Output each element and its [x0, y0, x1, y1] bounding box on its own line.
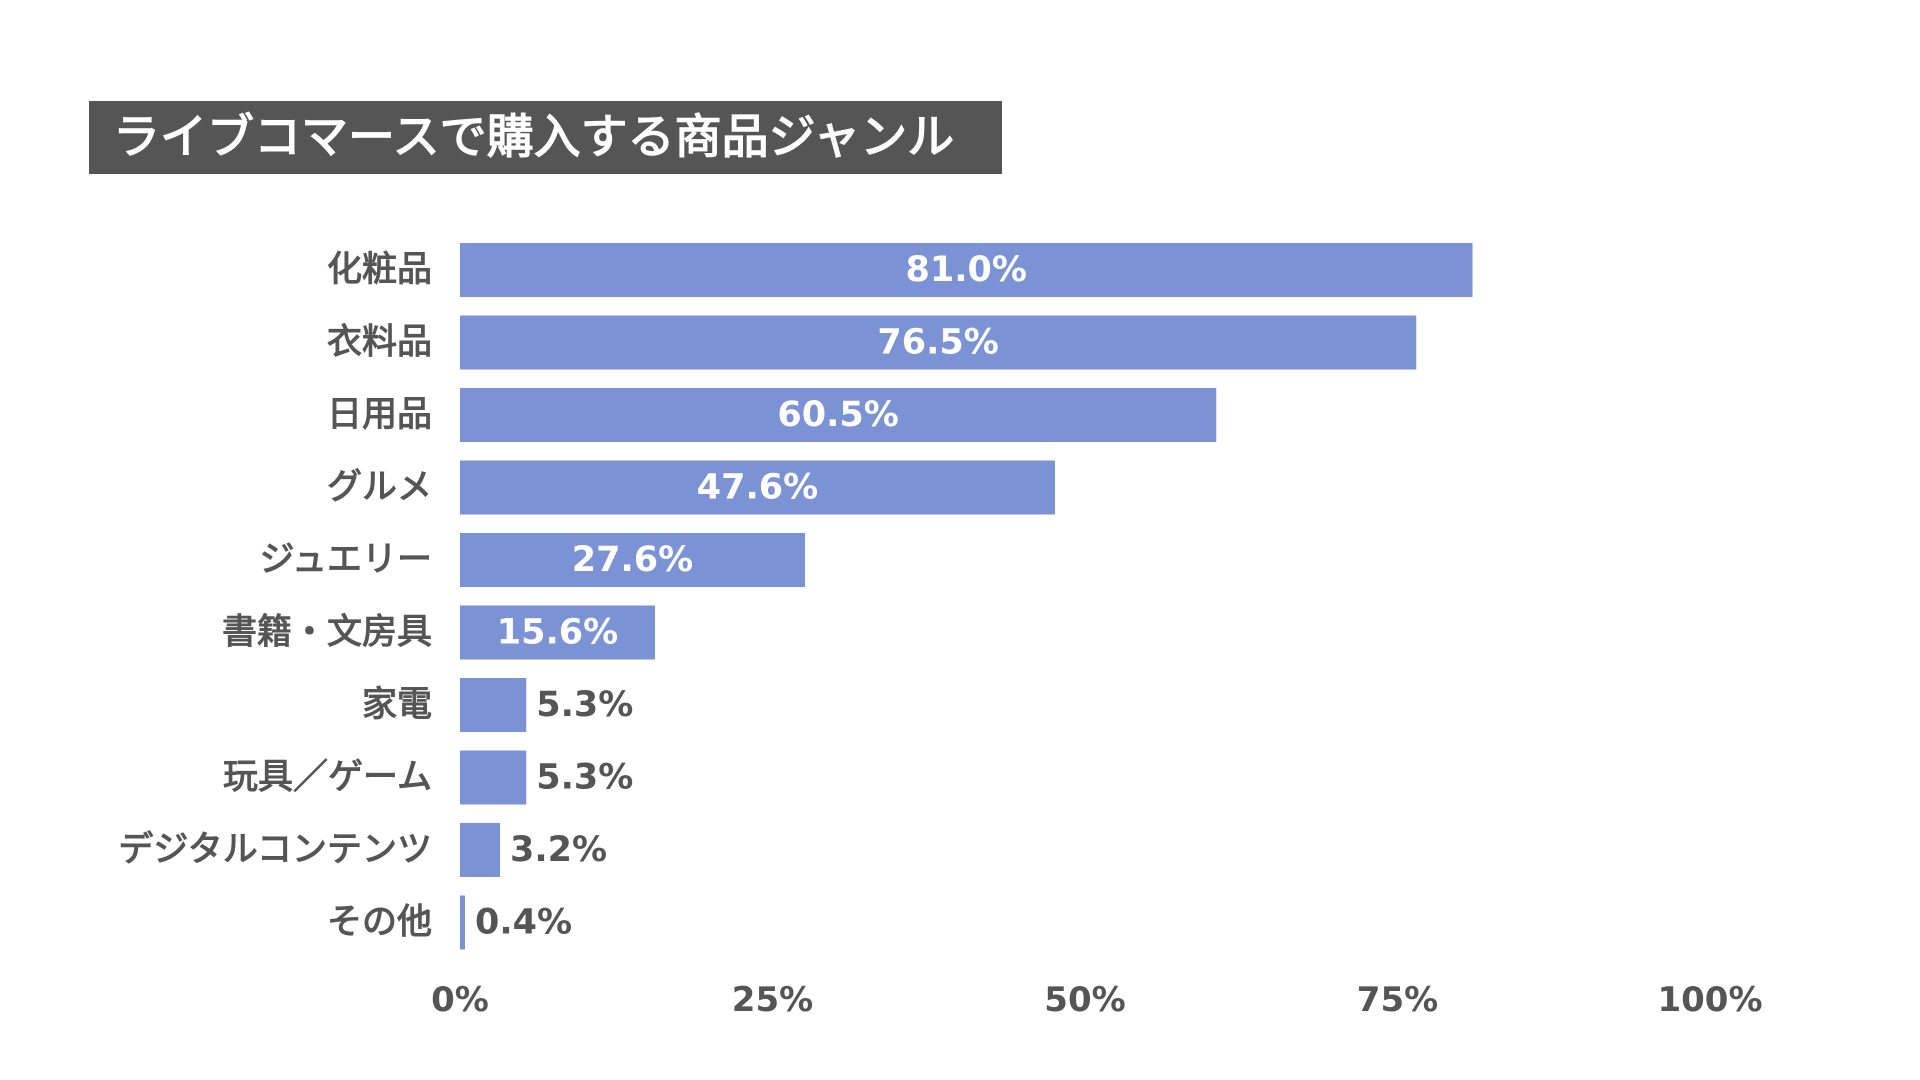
bar-0	[460, 243, 1473, 297]
bar-7	[460, 750, 527, 805]
bars-layer	[460, 243, 1473, 950]
x-tick-label-4: 100%	[1657, 980, 1762, 1020]
category-labels: 化粧品衣料品日用品グルメジュエリー書籍・文房具家電玩具／ゲームデジタルコンテンツ…	[118, 250, 432, 943]
value-label-0: 81.0%	[906, 250, 1027, 290]
value-label-4: 27.6%	[572, 540, 693, 580]
value-label-1: 76.5%	[877, 323, 998, 363]
bar-4	[460, 533, 805, 587]
x-tick-label-3: 75%	[1357, 980, 1438, 1020]
bar-3	[460, 460, 1055, 515]
category-label-0: 化粧品	[327, 250, 432, 290]
bar-8	[460, 823, 500, 877]
x-axis-tick-labels: 0% 25% 50% 75% 100%	[431, 980, 1762, 1020]
category-label-6: 家電	[362, 685, 432, 725]
bar-1	[460, 315, 1417, 370]
category-label-7: 玩具／ゲーム	[223, 758, 432, 798]
x-tick-label-1: 25%	[732, 980, 813, 1020]
value-label-6: 5.3%	[536, 685, 633, 725]
category-label-8: デジタルコンテンツ	[118, 829, 432, 870]
value-label-7: 5.3%	[536, 758, 633, 798]
category-label-3: グルメ	[327, 468, 432, 508]
category-label-9: その他	[327, 903, 432, 943]
bar-9	[460, 895, 465, 950]
category-label-1: 衣料品	[327, 323, 432, 363]
value-label-3: 47.6%	[697, 468, 818, 508]
category-label-5: 書籍・文房具	[222, 613, 432, 653]
x-tick-label-2: 50%	[1044, 980, 1125, 1020]
value-label-5: 15.6%	[497, 613, 618, 653]
value-labels: 81.0% 76.5% 60.5% 47.6%27.6% 15.6% 5.3% 5.3% 3.…	[475, 250, 1027, 943]
bar-5	[460, 605, 655, 660]
value-label-8: 3.2%	[510, 830, 607, 870]
value-label-9: 0.4%	[475, 903, 572, 943]
category-label-4: ジュエリー	[259, 540, 432, 580]
bar-6	[460, 678, 527, 732]
bar-2	[460, 388, 1217, 442]
category-label-2: 日用品	[327, 395, 432, 435]
chart-title: ライブコマースで購入する商品ジャンル	[89, 101, 1002, 174]
x-tick-label-0: 0%	[431, 980, 489, 1020]
value-label-2: 60.5%	[777, 395, 898, 435]
